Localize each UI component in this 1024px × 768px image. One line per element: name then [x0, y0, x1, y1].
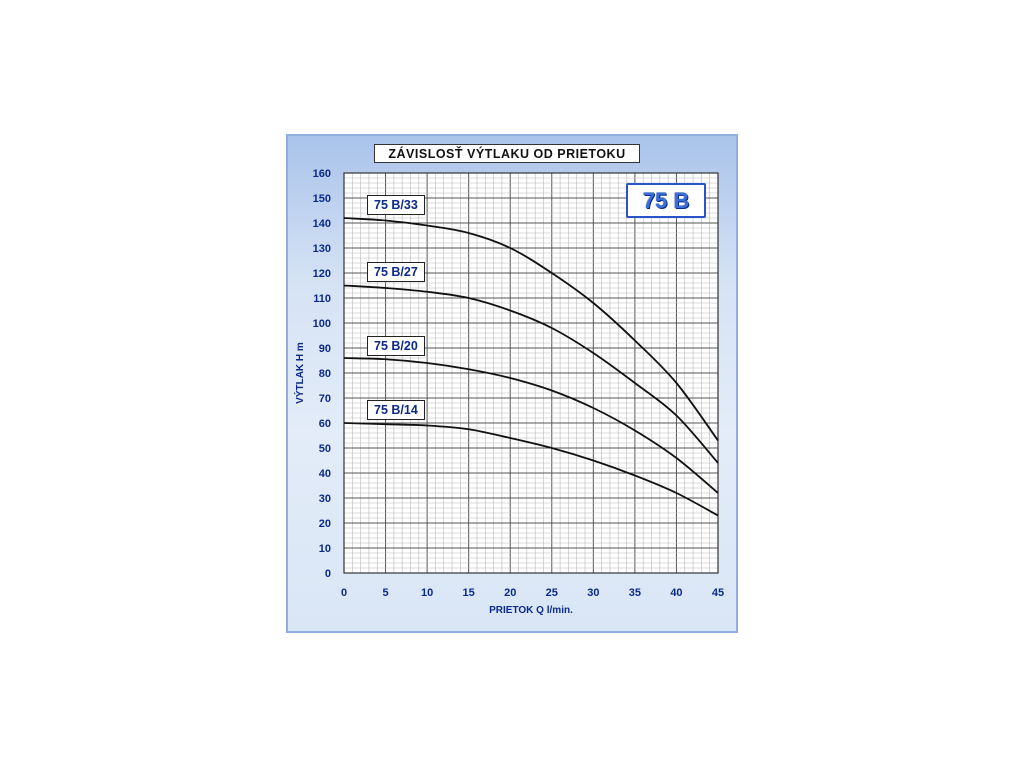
y-tick-label: 90: [319, 343, 331, 355]
series-line-75-b-20: [343, 357, 719, 494]
y-tick-label: 140: [313, 218, 331, 230]
y-tick-label: 110: [313, 293, 331, 305]
x-axis-label: PRIETOK Q l/min.: [489, 605, 573, 616]
x-tick-label: 40: [670, 587, 682, 599]
y-tick-label: 100: [313, 318, 331, 330]
model-badge: 75 B: [626, 183, 706, 218]
series-label-75b20: 75 B/20: [367, 336, 425, 356]
y-tick-label: 30: [319, 493, 331, 505]
y-tick-label: 120: [313, 268, 331, 280]
plot-border: [343, 172, 719, 574]
x-tick-label: 5: [382, 587, 388, 599]
x-tick-label: 25: [546, 587, 558, 599]
y-axis-label: VÝTLAK H m: [293, 342, 306, 404]
series-label-75b27: 75 B/27: [367, 262, 425, 282]
series-line-75-b-33: [343, 217, 719, 442]
chart-title: ZÁVISLOSŤ VÝTLAKU OD PRIETOKU: [374, 144, 640, 163]
x-tick-label: 15: [463, 587, 475, 599]
y-tick-label: 150: [313, 193, 331, 205]
x-tick-label: 45: [712, 587, 724, 599]
y-tick-label: 160: [313, 168, 331, 180]
y-tick-label: 80: [319, 368, 331, 380]
y-tick-label: 70: [319, 393, 331, 405]
y-tick-label: 40: [319, 468, 331, 480]
y-tick-label: 130: [313, 243, 331, 255]
x-tick-label: 0: [341, 587, 347, 599]
y-tick-label: 20: [319, 518, 331, 530]
x-tick-label: 35: [629, 587, 641, 599]
series-label-75b33: 75 B/33: [367, 195, 425, 215]
y-tick-label: 50: [319, 443, 331, 455]
y-tick-label: 60: [319, 418, 331, 430]
x-tick-label: 20: [504, 587, 516, 599]
x-tick-label: 30: [587, 587, 599, 599]
series-line-75-b-14: [343, 422, 719, 517]
series-line-75-b-27: [343, 284, 719, 464]
series-label-75b14: 75 B/14: [367, 400, 425, 420]
x-tick-label: 10: [421, 587, 433, 599]
y-tick-label: 10: [319, 543, 331, 555]
y-tick-label: 0: [325, 568, 331, 580]
